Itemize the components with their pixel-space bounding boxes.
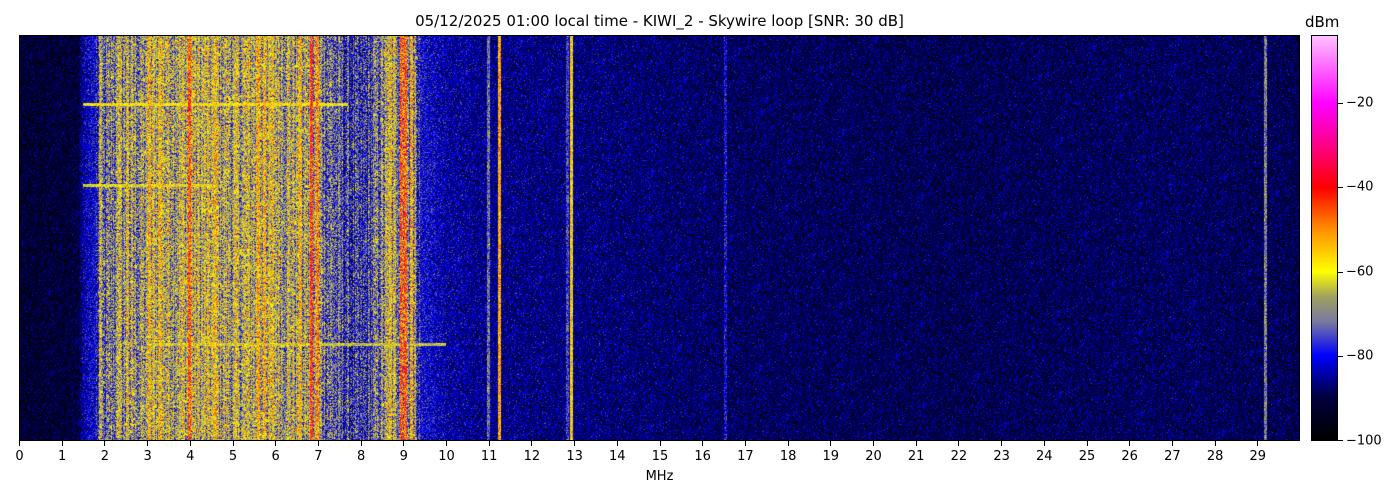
x-tick-mark (873, 441, 874, 446)
x-tick-label: 6 (271, 449, 280, 464)
x-tick-label: 2 (100, 449, 110, 464)
x-tick-label: 16 (694, 449, 711, 464)
x-tick-label: 3 (143, 449, 152, 464)
colorbar-tick-label: −20 (1346, 95, 1374, 111)
x-tick-mark (147, 441, 149, 446)
x-tick-mark (1043, 441, 1045, 446)
plot-area-frame (19, 35, 1300, 441)
x-tick-label: 8 (356, 449, 366, 464)
x-tick-mark (744, 441, 746, 446)
x-tick-label: 9 (399, 449, 408, 464)
x-axis-label: MHz (645, 469, 674, 484)
x-tick-mark (1257, 441, 1259, 446)
colorbar-tick-mark (1338, 356, 1343, 358)
x-tick-mark (616, 441, 618, 446)
x-tick-label: 19 (822, 449, 840, 464)
x-tick-mark (104, 441, 106, 446)
x-tick-mark (1001, 441, 1003, 446)
x-tick-mark (574, 441, 576, 446)
x-tick-mark (19, 441, 20, 446)
x-tick-label: 4 (186, 449, 195, 464)
x-tick-label: 15 (651, 449, 669, 464)
x-tick-mark (958, 441, 960, 446)
chart-title: 05/12/2025 01:00 local time - KIWI_2 - S… (415, 12, 904, 30)
colorbar-tick-mark (1338, 187, 1343, 189)
x-tick-mark (830, 441, 832, 446)
x-tick-mark (189, 441, 191, 446)
x-tick-mark (488, 441, 490, 446)
x-tick-label: 20 (865, 449, 882, 464)
x-tick-mark (1214, 441, 1216, 446)
x-tick-mark (232, 441, 234, 446)
x-tick-label: 11 (480, 449, 498, 464)
x-tick-label: 10 (438, 449, 455, 464)
colorbar-tick-label: −60 (1346, 264, 1374, 280)
x-tick-label: 5 (228, 449, 238, 464)
x-tick-label: 12 (523, 449, 541, 464)
colorbar-tick-label: −80 (1346, 348, 1374, 364)
x-tick-mark (659, 441, 661, 446)
x-tick-mark (531, 441, 533, 446)
x-tick-mark (702, 441, 704, 446)
x-tick-mark (1129, 441, 1131, 446)
x-tick-label: 24 (1036, 449, 1053, 464)
x-tick-label: 21 (907, 449, 925, 464)
x-tick-label: 18 (779, 449, 797, 464)
x-tick-mark (403, 441, 405, 446)
colorbar-tick-mark (1338, 271, 1343, 273)
colorbar-frame (1311, 35, 1338, 441)
colorbar-tick-mark (1338, 440, 1343, 441)
spectrogram-heatmap (19, 35, 1300, 441)
x-tick-label: 25 (1078, 449, 1096, 464)
x-tick-mark (317, 441, 319, 446)
x-tick-label: 14 (609, 449, 626, 464)
colorbar-gradient (1312, 36, 1337, 440)
x-tick-mark (360, 441, 362, 446)
x-tick-label: 28 (1206, 449, 1224, 464)
x-tick-label: 17 (737, 449, 754, 464)
x-tick-label: 13 (566, 449, 583, 464)
colorbar-tick-mark (1338, 102, 1343, 104)
x-tick-label: 27 (1164, 449, 1181, 464)
x-tick-mark (1171, 441, 1173, 446)
x-tick-label: 29 (1249, 449, 1267, 464)
x-tick-mark (915, 441, 917, 446)
x-tick-mark (61, 441, 63, 446)
x-tick-label: 0 (15, 449, 24, 464)
colorbar-tick-label: −100 (1346, 433, 1382, 449)
x-tick-mark (275, 441, 277, 446)
x-tick-label: 1 (58, 449, 67, 464)
x-tick-label: 7 (314, 449, 323, 464)
x-tick-label: 26 (1121, 449, 1138, 464)
x-tick-label: 23 (993, 449, 1010, 464)
colorbar-label: dBm (1305, 13, 1340, 31)
colorbar-tick-label: −40 (1346, 179, 1374, 195)
x-tick-mark (446, 441, 447, 446)
x-tick-label: 22 (950, 449, 968, 464)
x-tick-mark (787, 441, 789, 446)
x-tick-mark (1086, 441, 1088, 446)
